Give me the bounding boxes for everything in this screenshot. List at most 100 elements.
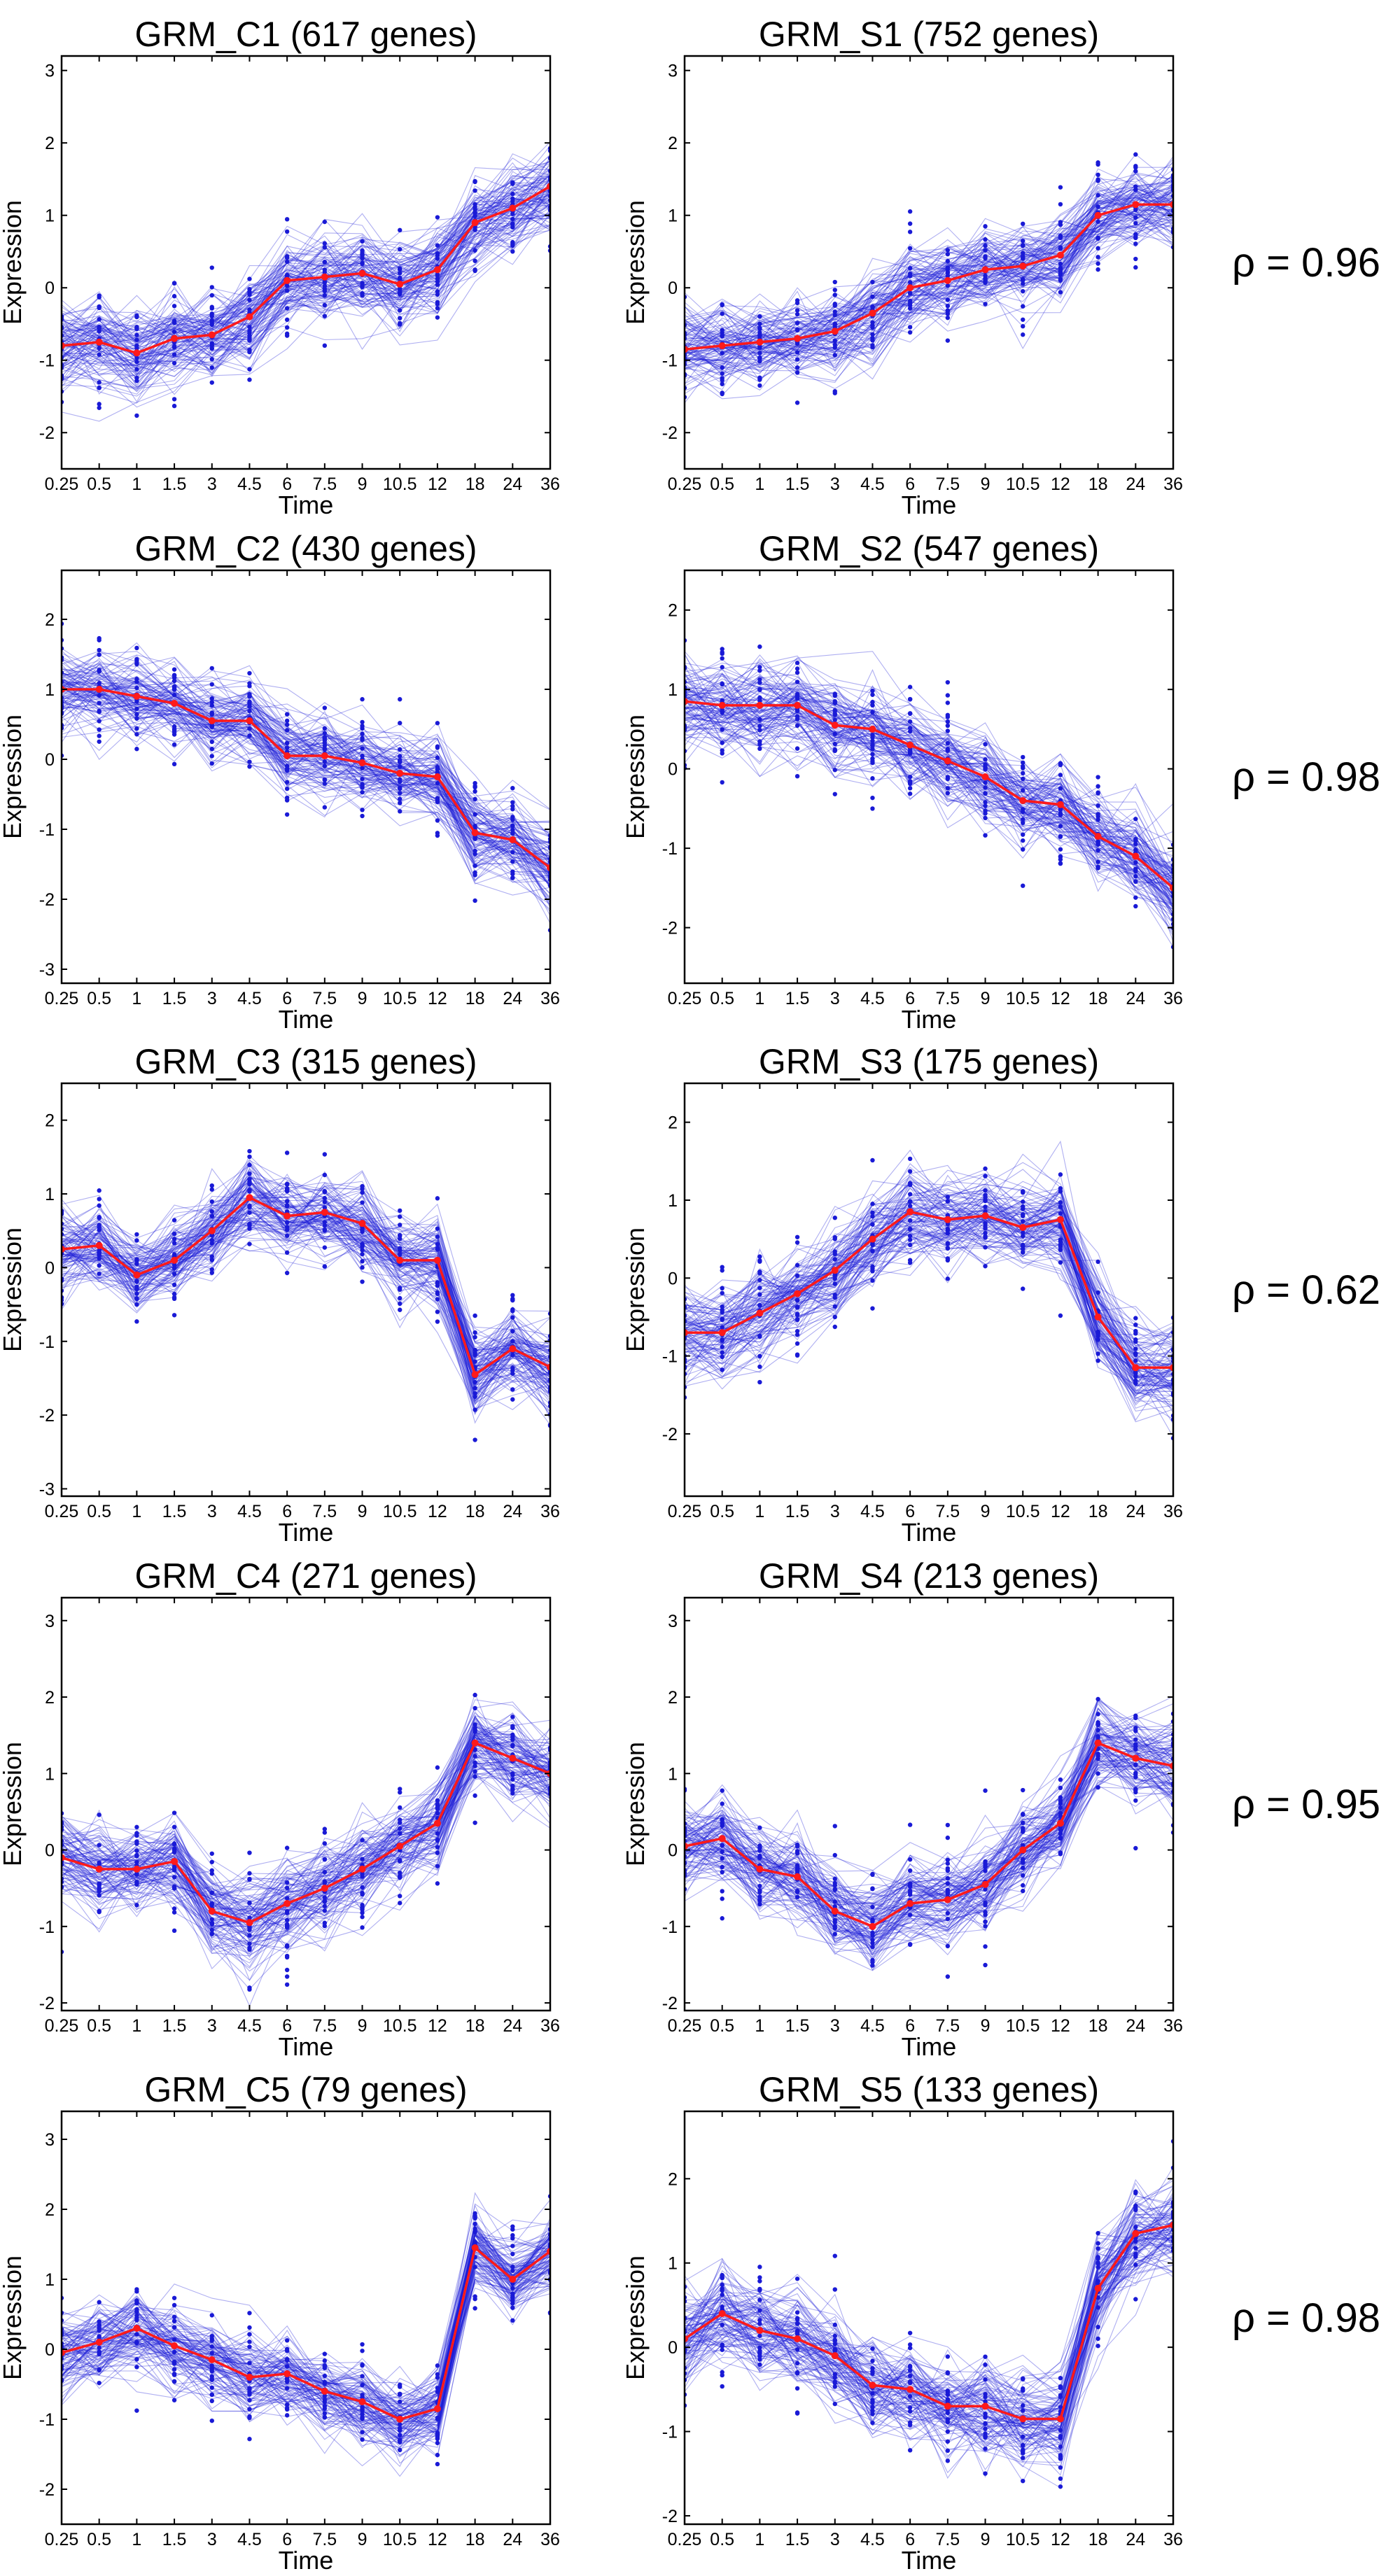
- y-tick-label: -2: [39, 1406, 55, 1426]
- x-tick-label: 18: [465, 1502, 485, 1521]
- gene-point: [472, 258, 477, 263]
- gene-profile: [685, 2258, 1173, 2489]
- gene-point: [97, 2323, 102, 2328]
- gene-point: [172, 1865, 177, 1871]
- gene-point: [510, 1353, 515, 1358]
- mean-profile-point: [321, 2388, 328, 2395]
- x-tick-label: 12: [428, 2016, 447, 2036]
- gene-point: [1133, 232, 1138, 237]
- gene-point: [832, 1880, 837, 1886]
- mean-profile-point: [981, 1212, 989, 1220]
- gene-profile: [685, 675, 1173, 882]
- gene-point: [510, 1371, 515, 1376]
- gene-profile: [62, 1193, 550, 1384]
- gene-point: [870, 1241, 875, 1247]
- gene-profile: [685, 1745, 1173, 1957]
- gene-point: [172, 1886, 177, 1891]
- gene-point: [360, 776, 365, 782]
- gene-profile: [685, 711, 1173, 881]
- gene-point: [757, 345, 762, 351]
- gene-point: [398, 1875, 402, 1880]
- gene-point: [1058, 861, 1063, 866]
- gene-profile: [62, 689, 550, 872]
- gene-point: [945, 1246, 951, 1251]
- gene-point: [832, 309, 837, 314]
- gene-profile: [685, 2234, 1173, 2454]
- x-tick-label: 36: [1163, 989, 1183, 1008]
- gene-profile: [685, 2202, 1173, 2423]
- gene-point: [510, 2295, 515, 2301]
- gene-point: [720, 1290, 724, 1295]
- gene-profile: [62, 1220, 550, 1395]
- gene-profile: [62, 1743, 550, 1921]
- gene-point: [209, 2333, 214, 2339]
- x-tick-label: 0.25: [668, 474, 702, 494]
- y-tick-label: 3: [45, 1612, 55, 1631]
- gene-profile: [685, 2213, 1173, 2430]
- gene-point: [907, 272, 913, 276]
- gene-point: [1058, 1835, 1063, 1840]
- gene-point: [97, 1893, 102, 1898]
- gene-point: [322, 343, 328, 349]
- gene-traces: [62, 621, 550, 933]
- x-tick-label: 7.5: [312, 2016, 337, 2036]
- gene-point: [398, 801, 402, 805]
- mean-profile-point: [509, 836, 517, 843]
- gene-profile: [62, 2279, 550, 2439]
- gene-point: [907, 1227, 913, 1232]
- gene-profile: [685, 211, 1173, 381]
- gene-point: [983, 277, 988, 282]
- gene-point: [209, 2385, 214, 2391]
- mean-profile-point: [321, 752, 328, 759]
- gene-profile: [685, 1189, 1173, 1346]
- gene-profile: [62, 663, 550, 873]
- gene-point: [247, 2325, 252, 2330]
- y-tick-label: 2: [668, 1113, 678, 1133]
- gene-profile: [685, 2225, 1173, 2467]
- gene-point: [284, 1270, 290, 1276]
- x-tick-label: 36: [540, 1502, 560, 1521]
- gene-point: [983, 2411, 988, 2416]
- gene-profile: [62, 181, 550, 395]
- gene-point: [247, 1204, 252, 1210]
- gene-point: [322, 1195, 328, 1201]
- mean-profile-point: [906, 1900, 914, 1908]
- gene-point: [1021, 332, 1026, 337]
- gene-profile: [685, 2246, 1173, 2440]
- gene-profile: [62, 174, 550, 358]
- gene-point: [720, 2342, 724, 2347]
- gene-profile: [62, 703, 550, 887]
- gene-profile: [685, 691, 1173, 901]
- gene-profile: [62, 1748, 550, 1917]
- x-tick-label: 36: [540, 474, 560, 494]
- gene-point: [472, 784, 477, 789]
- gene-profile: [685, 2227, 1173, 2421]
- gene-point: [134, 2332, 139, 2337]
- gene-profile: [685, 715, 1173, 908]
- mean-profile-point: [981, 1880, 989, 1888]
- gene-profile: [685, 191, 1173, 358]
- gene-point: [720, 2323, 724, 2328]
- gene-profile: [62, 162, 550, 375]
- mean-profile-point: [1056, 1820, 1064, 1827]
- gene-profile: [685, 156, 1173, 335]
- gene-point: [757, 1254, 762, 1259]
- mean-profile-point: [246, 313, 253, 321]
- gene-point: [757, 1258, 762, 1263]
- gene-profile: [62, 2262, 550, 2447]
- x-tick-label: 4.5: [860, 989, 885, 1008]
- gene-point: [907, 697, 913, 702]
- gene-traces: [685, 1140, 1173, 1441]
- gene-point: [945, 1195, 951, 1199]
- gene-profile: [685, 2180, 1173, 2433]
- gene-point: [757, 727, 762, 733]
- gene-profile: [62, 676, 550, 848]
- gene-profile: [62, 201, 550, 366]
- gene-point: [983, 254, 988, 259]
- gene-profile: [62, 2225, 550, 2431]
- mean-profile-point: [471, 829, 479, 836]
- gene-point: [1096, 848, 1100, 853]
- gene-point: [284, 1885, 290, 1891]
- gene-point: [134, 2298, 139, 2303]
- gene-profile: [685, 223, 1173, 366]
